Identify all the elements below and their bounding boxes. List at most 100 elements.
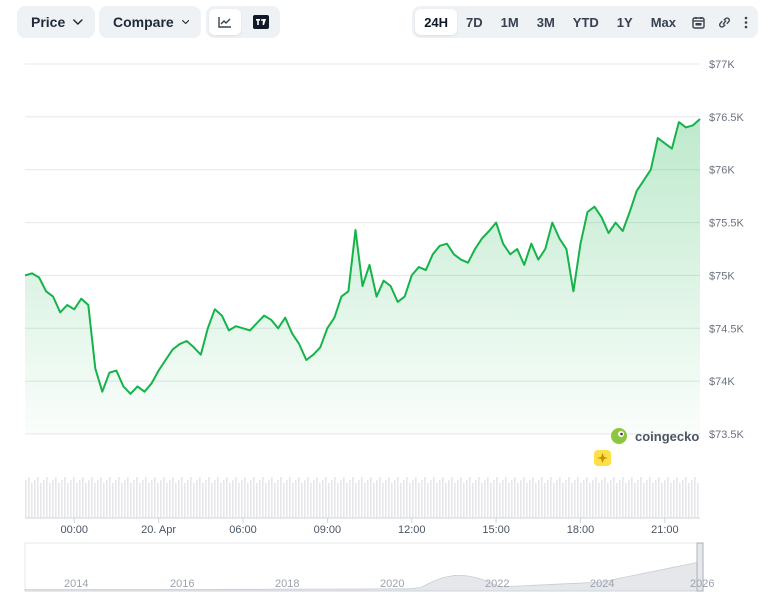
- coingecko-watermark-text: coingecko: [635, 429, 699, 444]
- volume-bar: [259, 480, 261, 518]
- volume-bar: [592, 480, 594, 518]
- volume-bar: [37, 477, 39, 518]
- volume-bar: [115, 480, 117, 518]
- volume-bar: [439, 480, 441, 518]
- volume-bar: [481, 483, 483, 518]
- volume-bar: [307, 477, 309, 518]
- volume-bar: [124, 480, 126, 518]
- navigator-year-label: 2026: [690, 578, 714, 590]
- volume-bar: [325, 477, 327, 518]
- volume-bar: [196, 480, 198, 518]
- volume-bar: [382, 483, 384, 518]
- volume-bar: [301, 483, 303, 518]
- volume-bar: [256, 483, 258, 518]
- volume-bar: [484, 480, 486, 518]
- volume-bar: [499, 483, 501, 518]
- compare-dropdown-label: Compare: [113, 14, 174, 30]
- volume-bar: [64, 477, 66, 518]
- volume-bar: [463, 483, 465, 518]
- volume-bar: [397, 477, 399, 518]
- more-options-button[interactable]: [737, 9, 755, 35]
- volume-bar: [523, 477, 525, 518]
- navigator-selection-handle[interactable]: [696, 542, 704, 592]
- volume-bar: [637, 480, 639, 518]
- volume-bar: [418, 483, 420, 518]
- volume-bar: [655, 480, 657, 518]
- range-3m-button[interactable]: 3M: [536, 14, 555, 30]
- y-tick-label: $73.5K: [709, 429, 745, 441]
- volume-bar: [559, 477, 561, 518]
- range-navigator[interactable]: 2014 2016 2018 2020 2022 2024 2026: [24, 542, 714, 592]
- tradingview-button[interactable]: [245, 9, 277, 35]
- volume-bar: [322, 480, 324, 518]
- volume-bar: [643, 483, 645, 518]
- volume-bar: [226, 477, 228, 518]
- compare-dropdown[interactable]: Compare: [99, 6, 201, 38]
- volume-bar: [25, 480, 27, 518]
- volume-bar: [49, 483, 51, 518]
- chart-gridlines: [25, 63, 700, 435]
- volume-bar: [274, 483, 276, 518]
- x-tick-label: 06:00: [229, 524, 257, 536]
- volume-bar: [526, 483, 528, 518]
- volume-bar: [151, 480, 153, 518]
- volume-bar: [238, 483, 240, 518]
- volume-bar: [52, 480, 54, 518]
- range-1m-button[interactable]: 1M: [500, 14, 519, 30]
- volume-bar: [328, 483, 330, 518]
- volume-bar: [652, 483, 654, 518]
- volume-bar: [391, 483, 393, 518]
- range-1y-button[interactable]: 1Y: [616, 14, 633, 30]
- line-chart-button[interactable]: [209, 9, 241, 35]
- volume-bar: [619, 480, 621, 518]
- volume-bar: [40, 483, 42, 518]
- volume-bar: [457, 480, 459, 518]
- volume-bar: [517, 483, 519, 518]
- price-dropdown[interactable]: Price: [17, 6, 95, 38]
- volume-bar: [421, 480, 423, 518]
- volume-bar: [289, 477, 291, 518]
- volume-bar: [676, 477, 678, 518]
- volume-bar: [562, 483, 564, 518]
- volume-bar: [97, 480, 99, 518]
- volume-bar: [232, 480, 234, 518]
- range-7d-button[interactable]: 7D: [466, 14, 483, 30]
- volume-bar: [466, 480, 468, 518]
- volume-bar: [268, 480, 270, 518]
- share-link-button[interactable]: [711, 9, 737, 35]
- volume-bar: [535, 483, 537, 518]
- volume-bar: [82, 477, 84, 518]
- volume-bar: [472, 483, 474, 518]
- volume-bar: [448, 480, 450, 518]
- volume-bar: [628, 480, 630, 518]
- volume-bar: [598, 483, 600, 518]
- volume-bar: [79, 480, 81, 518]
- volume-bar: [502, 480, 504, 518]
- range-24h-button[interactable]: 24H: [415, 9, 458, 35]
- volume-bar: [613, 477, 615, 518]
- volume-bar: [529, 480, 531, 518]
- range-ytd-button[interactable]: YTD: [572, 14, 599, 30]
- volume-bar: [646, 480, 648, 518]
- price-dropdown-label: Price: [31, 14, 66, 30]
- volume-bar: [154, 477, 156, 518]
- volume-bar: [346, 483, 348, 518]
- volume-bar: [373, 483, 375, 518]
- volume-bar: [190, 477, 192, 518]
- volume-bar: [589, 483, 591, 518]
- volume-bar: [310, 483, 312, 518]
- calendar-button[interactable]: [685, 9, 711, 35]
- range-max-button[interactable]: Max: [650, 14, 676, 30]
- volume-bar: [214, 480, 216, 518]
- volume-bar: [400, 483, 402, 518]
- y-tick-label: $74.5K: [709, 323, 745, 335]
- volume-bar: [406, 477, 408, 518]
- volume-bar: [85, 483, 87, 518]
- volume-bar: [487, 477, 489, 518]
- volume-bar: [553, 483, 555, 518]
- volume-bar: [286, 480, 288, 518]
- volume-bar: [211, 483, 213, 518]
- y-tick-label: $77K: [709, 59, 735, 71]
- x-tick-label: 18:00: [567, 524, 595, 536]
